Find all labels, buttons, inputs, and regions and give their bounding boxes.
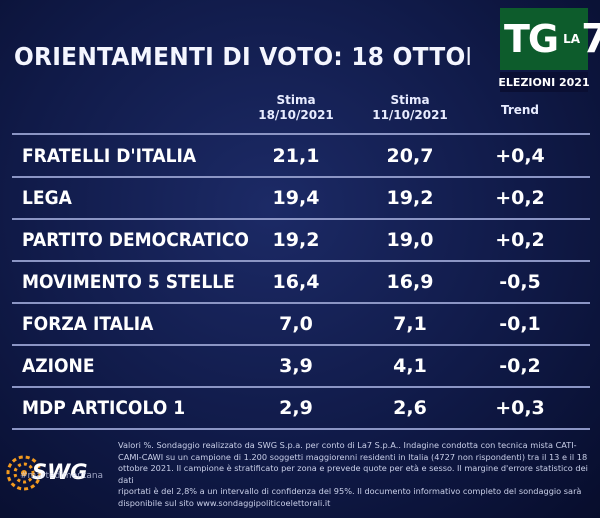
methodology-footnote: Valori %. Sondaggio realizzato da SWG S.… — [118, 440, 596, 509]
estimate-current: 19,2 — [272, 229, 320, 251]
estimate-current: 2,9 — [279, 397, 313, 419]
column-header-date: 18/10/2021 — [258, 108, 334, 122]
table-row: FRATELLI D'ITALIA 21,1 20,7 +0,4 — [0, 135, 600, 176]
footnote-line: ottobre 2021. Il campione è stratificato… — [118, 463, 588, 485]
estimate-previous: 4,1 — [393, 355, 427, 377]
trend-value: -0,5 — [499, 271, 541, 293]
table-row: MOVIMENTO 5 STELLE 16,4 16,9 -0,5 — [0, 261, 600, 302]
divider — [12, 260, 590, 262]
swg-logo-icon — [6, 455, 42, 491]
estimate-previous: 2,6 — [393, 397, 427, 419]
divider — [12, 386, 590, 388]
table-row: AZIONE 3,9 4,1 -0,2 — [0, 345, 600, 386]
divider — [12, 218, 590, 220]
column-header-label: Trend — [500, 103, 540, 117]
column-header-stima-2: Stima 11/10/2021 — [360, 93, 460, 123]
footnote-line: riportati è del 2,8% a un intervallo di … — [118, 486, 582, 496]
la-text: LA — [563, 32, 581, 46]
page-title: ORIENTAMENTI DI VOTO: 18 OTTOBRE 2021 — [14, 42, 470, 71]
footnote-line: disponibile sul sito www.sondaggipolitic… — [118, 497, 331, 508]
tg-la7-logo: TG LA 7 ELEZIONI 2021 — [498, 8, 600, 92]
footnote-line: CAMI-CAWI su un campione di 1.200 sogget… — [118, 451, 588, 462]
divider — [12, 133, 590, 135]
party-name: FORZA ITALIA — [22, 313, 154, 335]
trend-value: +0,4 — [495, 145, 545, 167]
column-header-label: Stima — [390, 93, 430, 107]
trend-value: +0,2 — [495, 229, 545, 251]
party-name: LEGA — [22, 187, 72, 209]
party-name: AZIONE — [22, 355, 95, 377]
estimate-previous: 16,9 — [386, 271, 434, 293]
column-header-trend: Trend — [470, 103, 570, 118]
party-name: PARTITO DEMOCRATICO — [22, 229, 249, 251]
column-header-date: 11/10/2021 — [372, 108, 448, 122]
trend-value: -0,1 — [499, 313, 541, 335]
divider — [12, 302, 590, 304]
trend-value: +0,3 — [495, 397, 545, 419]
estimate-current: 3,9 — [279, 355, 313, 377]
column-header-stima-1: Stima 18/10/2021 — [246, 93, 346, 123]
party-name: MDP ARTICOLO 1 — [22, 397, 186, 419]
party-name: FRATELLI D'ITALIA — [22, 145, 197, 167]
trend-value: +0,2 — [495, 187, 545, 209]
estimate-previous: 19,2 — [386, 187, 434, 209]
estimate-current: 19,4 — [272, 187, 320, 209]
party-name: MOVIMENTO 5 STELLE — [22, 271, 235, 293]
estimate-current: 21,1 — [272, 145, 320, 167]
tg-text: TG — [504, 17, 559, 61]
estimate-previous: 19,0 — [386, 229, 434, 251]
seven-text: 7 — [581, 16, 600, 62]
tg-logo-box: TG LA 7 — [500, 8, 600, 70]
divider — [12, 344, 590, 346]
swg-brand-text: SWG — [32, 460, 88, 484]
table-row: FORZA ITALIA 7,0 7,1 -0,1 — [0, 303, 600, 344]
elezioni-band: ELEZIONI 2021 — [498, 72, 590, 92]
table-row: MDP ARTICOLO 1 2,9 2,6 +0,3 — [0, 387, 600, 428]
divider — [12, 428, 590, 430]
divider — [12, 176, 590, 178]
estimate-current: 16,4 — [272, 271, 320, 293]
table-row: PARTITO DEMOCRATICO 19,2 19,0 +0,2 — [0, 219, 600, 260]
estimate-previous: 20,7 — [386, 145, 434, 167]
estimate-current: 7,0 — [279, 313, 313, 335]
estimate-previous: 7,1 — [393, 313, 427, 335]
hashtag-watermark: #martedìmentana — [20, 471, 104, 481]
table-row: LEGA 19,4 19,2 +0,2 — [0, 177, 600, 218]
column-header-label: Stima — [276, 93, 316, 107]
trend-value: -0,2 — [499, 355, 541, 377]
footnote-line: Valori %. Sondaggio realizzato da SWG S.… — [118, 440, 577, 450]
